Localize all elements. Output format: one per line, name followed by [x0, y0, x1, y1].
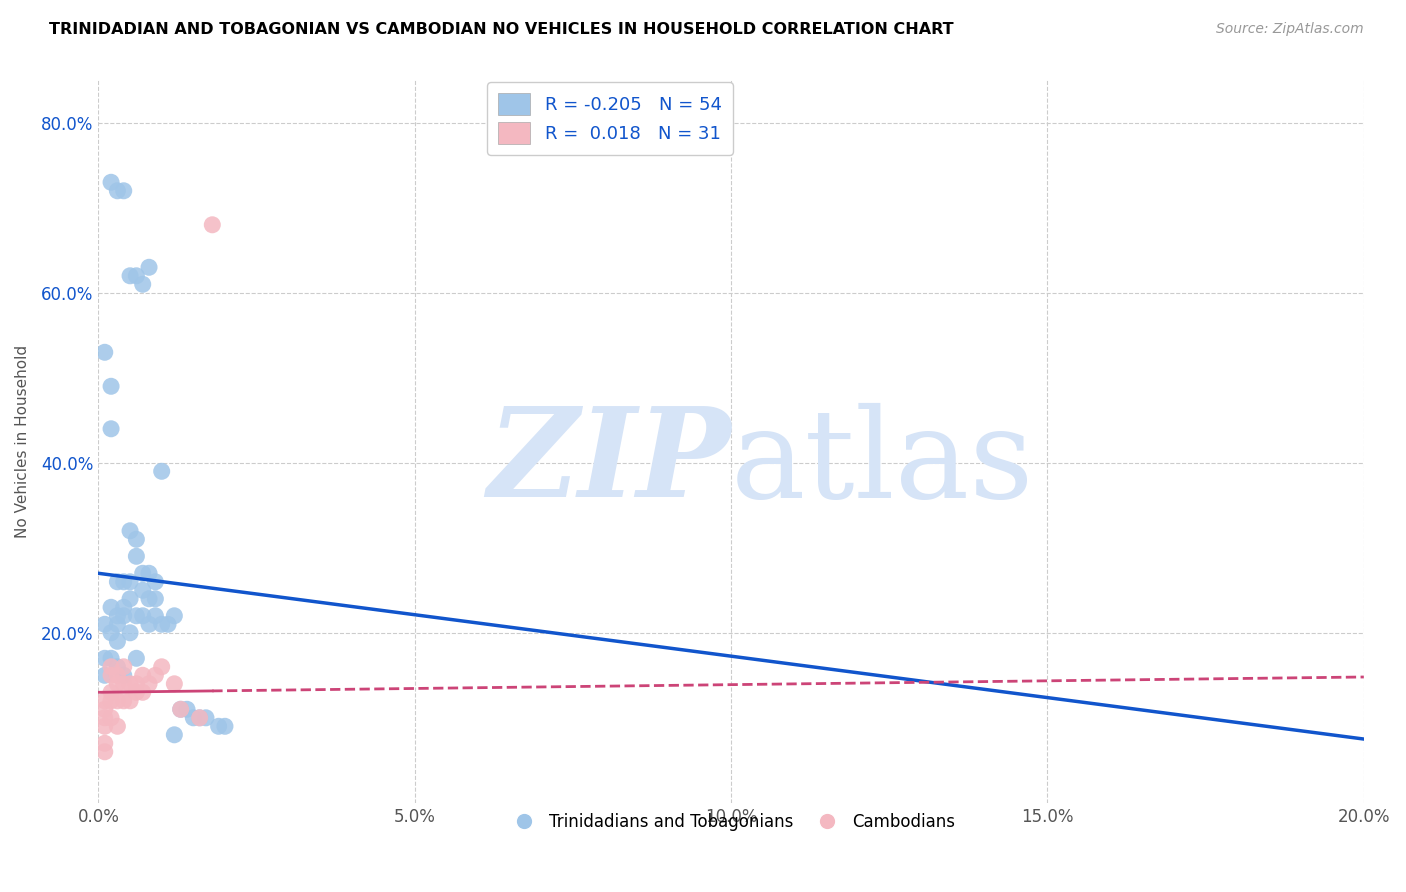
Point — [112, 574, 135, 589]
Point — [107, 608, 129, 623]
Point — [107, 668, 129, 682]
Point — [100, 379, 122, 393]
Point — [100, 422, 122, 436]
Y-axis label: No Vehicles in Household: No Vehicles in Household — [15, 345, 30, 538]
Point — [93, 719, 117, 733]
Point — [100, 651, 122, 665]
Point — [93, 745, 117, 759]
Point — [125, 677, 148, 691]
Point — [107, 617, 129, 632]
Point — [112, 660, 135, 674]
Point — [183, 711, 205, 725]
Point — [107, 634, 129, 648]
Point — [138, 591, 160, 606]
Point — [201, 218, 224, 232]
Point — [107, 677, 129, 691]
Point — [100, 600, 122, 615]
Point — [125, 608, 148, 623]
Point — [107, 660, 129, 674]
Point — [112, 694, 135, 708]
Point — [150, 660, 173, 674]
Point — [112, 608, 135, 623]
Point — [93, 711, 117, 725]
Point — [112, 677, 135, 691]
Point — [93, 736, 117, 750]
Point — [100, 694, 122, 708]
Point — [208, 719, 231, 733]
Point — [107, 694, 129, 708]
Point — [120, 524, 141, 538]
Point — [145, 608, 166, 623]
Point — [150, 464, 173, 478]
Point — [120, 677, 141, 691]
Point — [145, 591, 166, 606]
Point — [163, 728, 186, 742]
Point — [132, 608, 155, 623]
Point — [163, 608, 186, 623]
Point — [100, 685, 122, 699]
Point — [107, 574, 129, 589]
Point — [157, 617, 180, 632]
Point — [176, 702, 198, 716]
Point — [100, 625, 122, 640]
Point — [132, 685, 155, 699]
Point — [100, 175, 122, 189]
Point — [138, 677, 160, 691]
Point — [132, 668, 155, 682]
Point — [100, 711, 122, 725]
Point — [120, 268, 141, 283]
Point — [145, 668, 166, 682]
Point — [132, 583, 155, 598]
Point — [120, 574, 141, 589]
Point — [112, 600, 135, 615]
Point — [125, 651, 148, 665]
Point — [132, 277, 155, 292]
Point — [112, 668, 135, 682]
Point — [93, 345, 117, 359]
Point — [125, 533, 148, 547]
Point — [163, 677, 186, 691]
Text: Source: ZipAtlas.com: Source: ZipAtlas.com — [1216, 22, 1364, 37]
Point — [120, 694, 141, 708]
Point — [132, 566, 155, 581]
Point — [214, 719, 236, 733]
Point — [93, 617, 117, 632]
Point — [138, 566, 160, 581]
Point — [145, 574, 166, 589]
Point — [112, 184, 135, 198]
Point — [100, 668, 122, 682]
Point — [100, 660, 122, 674]
Point — [150, 617, 173, 632]
Point — [125, 268, 148, 283]
Point — [107, 719, 129, 733]
Point — [125, 549, 148, 564]
Point — [125, 685, 148, 699]
Point — [93, 702, 117, 716]
Point — [188, 711, 211, 725]
Point — [93, 668, 117, 682]
Text: atlas: atlas — [731, 402, 1035, 524]
Point — [169, 702, 191, 716]
Text: TRINIDADIAN AND TOBAGONIAN VS CAMBODIAN NO VEHICLES IN HOUSEHOLD CORRELATION CHA: TRINIDADIAN AND TOBAGONIAN VS CAMBODIAN … — [49, 22, 953, 37]
Point — [93, 694, 117, 708]
Point — [138, 617, 160, 632]
Point — [138, 260, 160, 275]
Point — [194, 711, 218, 725]
Point — [169, 702, 191, 716]
Point — [120, 625, 141, 640]
Point — [188, 711, 211, 725]
Text: ZIP: ZIP — [488, 402, 731, 524]
Point — [107, 184, 129, 198]
Legend: Trinidadians and Tobagonians, Cambodians: Trinidadians and Tobagonians, Cambodians — [501, 806, 962, 838]
Point — [120, 591, 141, 606]
Point — [93, 651, 117, 665]
